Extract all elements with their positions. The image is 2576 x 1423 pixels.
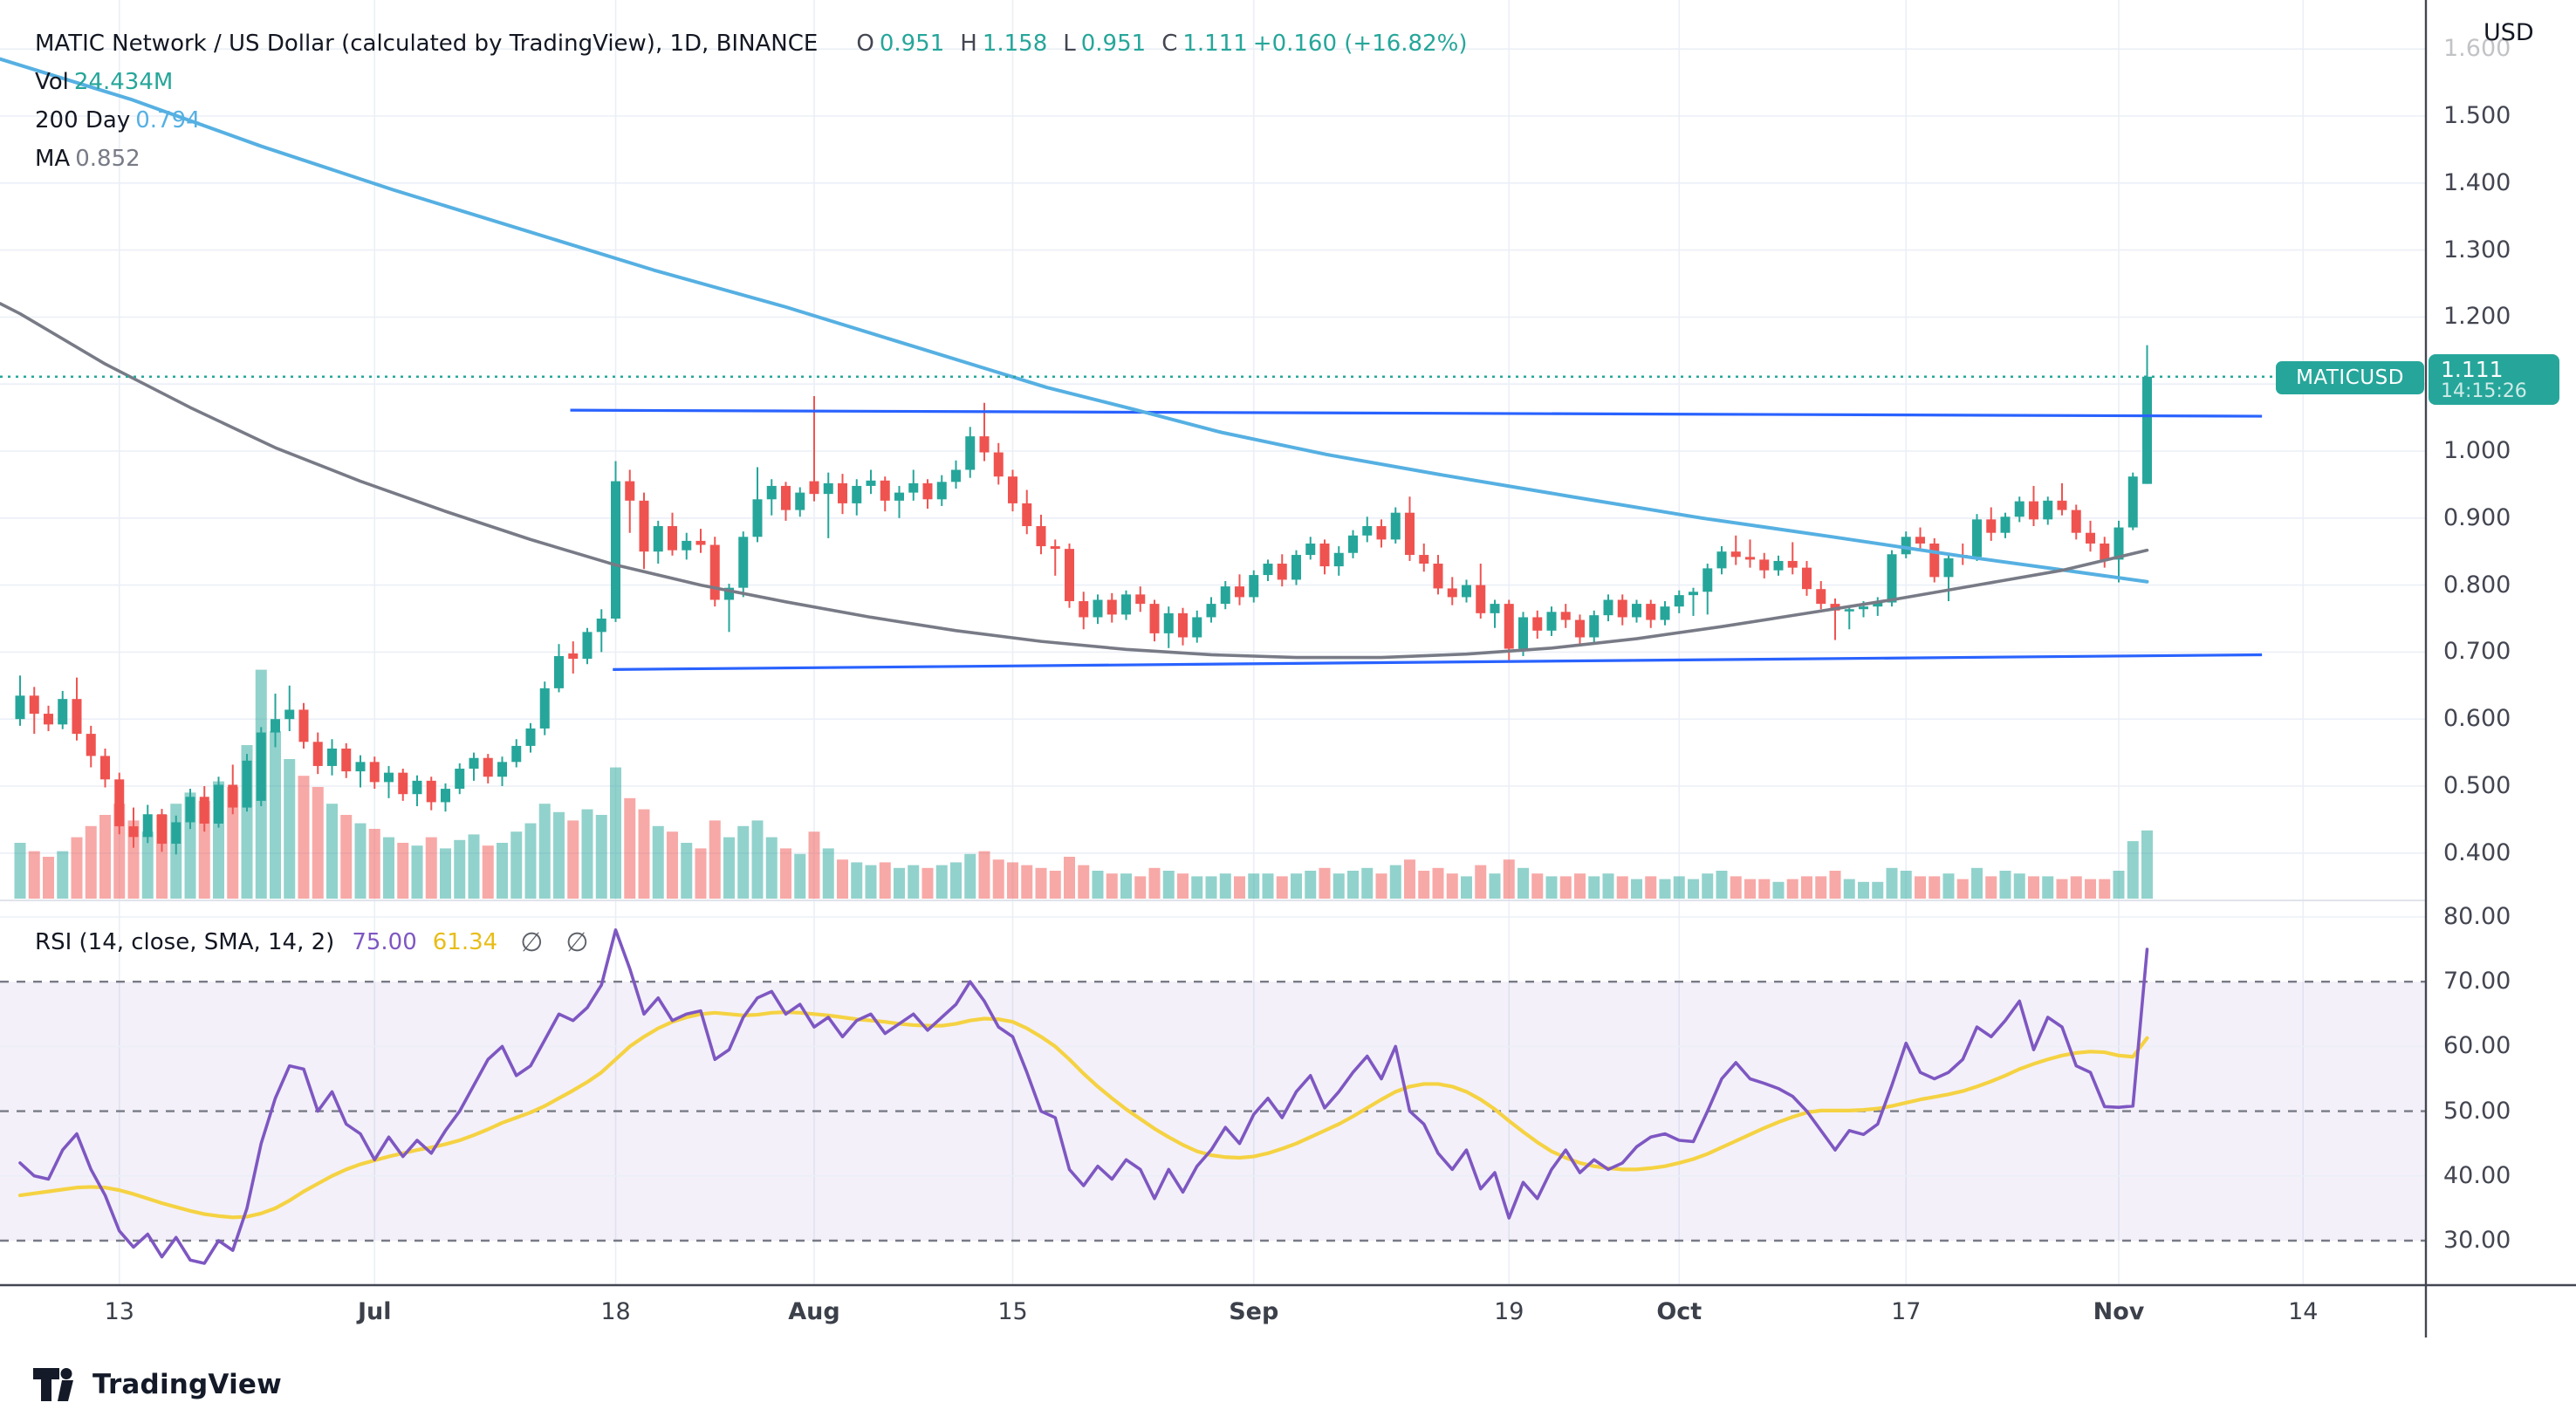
price-tick-label: 1.200 (2443, 303, 2511, 331)
badge-price: 1.111 (2441, 356, 2504, 382)
time-tick-label: Nov (2093, 1298, 2145, 1325)
badge-countdown: 14:15:26 (2441, 380, 2527, 402)
close-label: C (1161, 31, 1178, 57)
time-tick-label: 14 (2288, 1298, 2319, 1325)
time-tick-label: 17 (1891, 1298, 1922, 1325)
open-label: O (856, 31, 874, 57)
ma-value: 0.852 (75, 146, 140, 172)
price-tick-label: 1.300 (2443, 236, 2511, 263)
price-line-symbol-badge: MATICUSD (2276, 361, 2424, 394)
time-tick-label: Oct (1656, 1298, 1702, 1325)
high-label: H (960, 31, 977, 57)
empty-set-icon[interactable]: ∅ (520, 927, 544, 958)
time-tick-label: 18 (600, 1298, 631, 1325)
price-tick-label: 0.500 (2443, 772, 2511, 799)
symbol-title[interactable]: MATIC Network / US Dollar (calculated by… (35, 31, 819, 57)
price-tick-label: 0.900 (2443, 503, 2511, 531)
close-value: 1.111 (1182, 31, 1248, 57)
symbol-legend[interactable]: MATIC Network / US Dollar (calculated by… (35, 24, 1467, 178)
price-tick-label: 0.400 (2443, 838, 2511, 866)
low-value: 0.951 (1080, 31, 1147, 57)
price-tick-label: 1.500 (2443, 102, 2511, 129)
time-tick-label: Jul (357, 1298, 392, 1325)
rsi-sma-value: 61.34 (432, 929, 498, 955)
badge-symbol: MATICUSD (2296, 366, 2404, 389)
price-tick-label: 0.700 (2443, 638, 2511, 666)
symbol-title-row: MATIC Network / US Dollar (calculated by… (35, 24, 1467, 63)
rsi-legend[interactable]: RSI (14, close, SMA, 14, 2) 75.00 61.34 … (35, 923, 588, 961)
low-label: L (1063, 31, 1076, 57)
volume-row[interactable]: Vol 24.434M (35, 63, 1467, 101)
rsi-tick-label: 60.00 (2443, 1032, 2511, 1060)
rsi-tick-label: 30.00 (2443, 1227, 2511, 1254)
time-tick-label: Sep (1229, 1298, 1279, 1325)
time-tick-label: 13 (104, 1298, 134, 1325)
rsi-tick-label: 50.00 (2443, 1097, 2511, 1125)
rsi-title: RSI (14, close, SMA, 14, 2) (35, 929, 335, 955)
rsi-tick-label: 40.00 (2443, 1161, 2511, 1189)
ma-row[interactable]: MA 0.852 (35, 140, 1467, 178)
price-tick-label: 0.800 (2443, 571, 2511, 599)
tradingview-logo-text: TradingView (92, 1369, 282, 1400)
time-tick-label: Aug (788, 1298, 840, 1325)
time-tick-label: 19 (1494, 1298, 1524, 1325)
price-tick-label: 0.600 (2443, 705, 2511, 733)
ma-label: MA (35, 146, 71, 172)
price-tick-label: 1.400 (2443, 168, 2511, 196)
change-value: +0.160 (+16.82%) (1252, 31, 1468, 57)
ma200-row[interactable]: 200 Day 0.794 (35, 101, 1467, 140)
high-value: 1.158 (982, 31, 1048, 57)
volume-label: Vol (35, 69, 69, 95)
open-value: 0.951 (879, 31, 945, 57)
empty-set-icon[interactable]: ∅ (565, 927, 589, 958)
time-tick-label: 15 (997, 1298, 1028, 1325)
last-price-badge: 1.111 14:15:26 (2429, 354, 2559, 405)
tradingview-logo[interactable]: TradingView (33, 1368, 282, 1401)
price-tick-label: 1.600 (2443, 35, 2511, 63)
rsi-tick-label: 70.00 (2443, 968, 2511, 995)
tradingview-logo-icon (33, 1368, 73, 1401)
volume-value: 24.434M (73, 69, 174, 95)
ma200-label: 200 Day (35, 107, 131, 133)
ma200-value: 0.794 (135, 107, 201, 133)
rsi-value: 75.00 (352, 929, 417, 955)
rsi-tick-label: 80.00 (2443, 903, 2511, 930)
price-tick-label: 1.000 (2443, 437, 2511, 464)
price-axis-currency-label: USD (2484, 19, 2534, 46)
